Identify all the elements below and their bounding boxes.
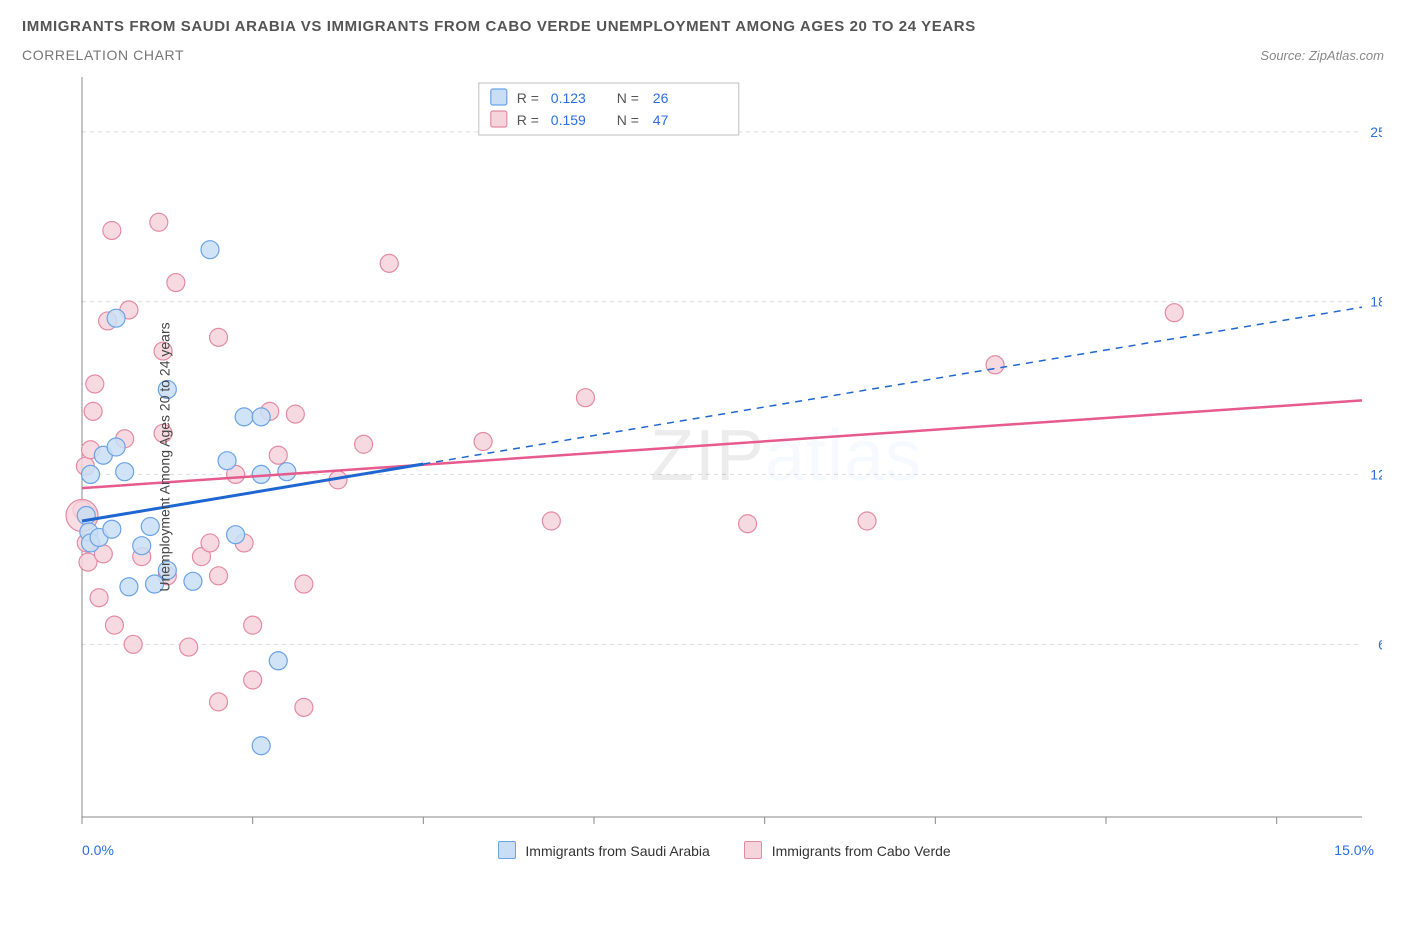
svg-text:12.5%: 12.5%: [1370, 466, 1382, 482]
svg-text:N =: N =: [617, 90, 639, 106]
x-axis-min-label: 0.0%: [82, 842, 114, 858]
svg-text:0.159: 0.159: [551, 112, 586, 128]
scatter-plot: 6.3% 12.5% 18.8% 25.0% ZIPatlas R = 0.123 N = 26…: [22, 77, 1382, 837]
svg-text:0.123: 0.123: [551, 90, 586, 106]
x-axis-row: 0.0% Immigrants from Saudi Arabia Immigr…: [22, 841, 1384, 859]
chart-subtitle: CORRELATION CHART: [22, 47, 184, 63]
svg-text:N =: N =: [617, 112, 639, 128]
svg-text:26: 26: [653, 90, 669, 106]
bottom-legend: Immigrants from Saudi Arabia Immigrants …: [114, 841, 1334, 859]
svg-text:R =: R =: [517, 112, 539, 128]
legend-item-saudi: Immigrants from Saudi Arabia: [498, 841, 710, 859]
x-axis-max-label: 15.0%: [1334, 842, 1384, 858]
svg-text:6.3%: 6.3%: [1378, 636, 1382, 652]
y-axis-label: Unemployment Among Ages 20 to 24 years: [157, 322, 173, 591]
svg-text:R =: R =: [517, 90, 539, 106]
source-attribution: Source: ZipAtlas.com: [1260, 48, 1384, 63]
swatch-saudi: [498, 841, 516, 859]
svg-text:ZIPatlas: ZIPatlas: [650, 416, 922, 496]
swatch-cabo: [744, 841, 762, 859]
svg-text:18.8%: 18.8%: [1370, 294, 1382, 310]
chart-title: IMMIGRANTS FROM SAUDI ARABIA VS IMMIGRAN…: [22, 18, 976, 35]
svg-text:25.0%: 25.0%: [1370, 124, 1382, 140]
svg-text:47: 47: [653, 112, 669, 128]
legend-item-cabo: Immigrants from Cabo Verde: [744, 841, 951, 859]
